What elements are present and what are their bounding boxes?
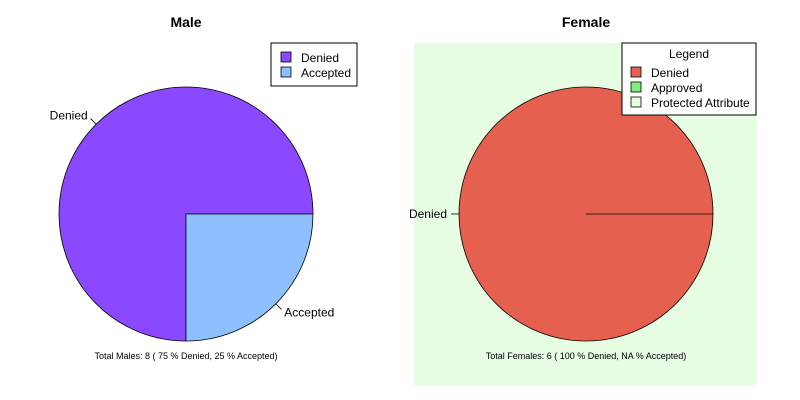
male-legend-swatch-accepted — [280, 66, 292, 78]
female-chart-title: Female — [562, 14, 610, 30]
female-legend-label-denied: Denied — [651, 66, 689, 80]
female-pie: Denied — [409, 86, 714, 342]
female-legend-title: Legend — [669, 47, 709, 61]
male-label-tick-accepted — [275, 303, 282, 310]
male-legend-label-denied: Denied — [301, 51, 339, 65]
male-slice-accepted — [185, 213, 314, 342]
male-footnote: Total Males: 8 ( 75 % Denied, 25 % Accep… — [94, 351, 277, 361]
male-pie: Denied Accepted — [50, 86, 334, 342]
male-label-tick-denied — [90, 118, 97, 125]
male-slice-label-denied: Denied — [50, 109, 88, 123]
male-legend-swatch-denied — [280, 51, 292, 63]
female-legend-box — [621, 42, 757, 116]
female-legend-swatch-protected — [630, 96, 642, 108]
female-footnote: Total Females: 6 ( 100 % Denied, NA % Ac… — [486, 351, 687, 361]
male-legend-label-accepted: Accepted — [301, 66, 351, 80]
male-legend: Denied Accepted — [270, 42, 358, 87]
female-slice-label-denied: Denied — [409, 207, 447, 221]
female-legend-label-approved: Approved — [651, 81, 702, 95]
male-legend-box — [270, 42, 358, 87]
male-chart-title: Male — [170, 14, 201, 30]
female-legend-swatch-approved — [630, 81, 642, 93]
female-legend-swatch-denied — [630, 66, 642, 78]
male-slice-label-accepted: Accepted — [284, 305, 334, 319]
female-legend: Legend Denied Approved Protected Attribu… — [621, 42, 757, 116]
female-legend-label-protected: Protected Attribute — [651, 96, 750, 110]
